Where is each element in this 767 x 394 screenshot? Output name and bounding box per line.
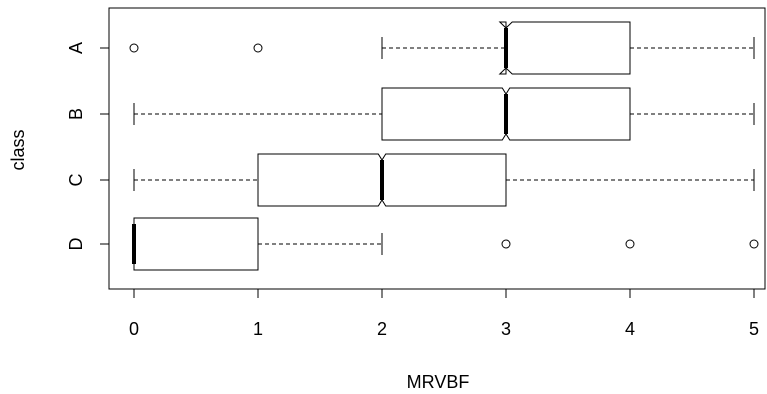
x-tick-label-1: 1 — [253, 319, 263, 339]
x-axis-title: MRVBF — [407, 372, 470, 392]
box-group-B — [133, 87, 755, 141]
y-tick-label-B: B — [66, 108, 86, 120]
y-tick-label-D: D — [66, 238, 86, 251]
x-tick-label-0: 0 — [129, 319, 139, 339]
box-group-C — [133, 153, 755, 207]
y-axis-title: class — [8, 129, 28, 170]
box-group-D — [132, 217, 759, 271]
box-D — [133, 217, 259, 271]
outlier-A-0 — [129, 43, 139, 53]
x-tick-label-5: 5 — [749, 319, 759, 339]
boxes-layer — [129, 21, 759, 271]
y-tick-label-A: A — [66, 42, 86, 54]
y-tick-label-C: C — [66, 174, 86, 187]
outlier-A-1 — [253, 43, 263, 53]
x-tick-label-4: 4 — [625, 319, 635, 339]
outlier-D-0 — [501, 239, 511, 249]
box-A — [498, 21, 631, 75]
outlier-D-2 — [749, 239, 759, 249]
y-axis: A B C D — [66, 42, 110, 251]
box-group-A — [129, 21, 755, 75]
x-axis: 0 1 2 3 4 5 — [129, 288, 759, 339]
x-tick-label-3: 3 — [501, 319, 511, 339]
x-tick-label-2: 2 — [377, 319, 387, 339]
outlier-D-1 — [625, 239, 635, 249]
